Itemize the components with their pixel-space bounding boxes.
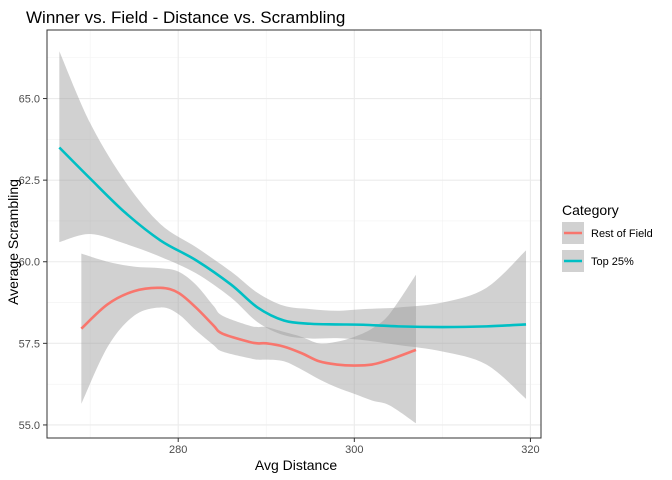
ci-ribbon-0 bbox=[81, 253, 416, 424]
x-tick-label: 280 bbox=[169, 444, 187, 456]
y-axis-title: Average Scrambling bbox=[5, 179, 21, 305]
x-tick-label: 320 bbox=[521, 444, 539, 456]
legend: Category Rest of Field Top 25% bbox=[562, 202, 653, 272]
chart-title: Winner vs. Field - Distance vs. Scrambli… bbox=[26, 8, 345, 27]
legend-label: Top 25% bbox=[591, 256, 634, 268]
x-tick-label: 300 bbox=[345, 444, 363, 456]
ci-ribbon-1 bbox=[59, 51, 527, 399]
confidence-ribbons bbox=[59, 51, 527, 424]
y-tick-label: 62.5 bbox=[19, 175, 40, 187]
y-axis-ticks: 55.0 57.5 60.0 62.5 65.0 bbox=[19, 94, 47, 432]
y-tick-label: 65.0 bbox=[19, 94, 40, 106]
legend-label: Rest of Field bbox=[591, 228, 653, 240]
plot-border bbox=[46, 29, 542, 439]
series-line-1 bbox=[58, 146, 527, 329]
x-axis-ticks: 280 300 320 bbox=[169, 438, 540, 456]
major-gridlines bbox=[47, 30, 541, 438]
y-tick-label: 57.5 bbox=[19, 338, 40, 350]
y-tick-label: 60.0 bbox=[19, 257, 40, 269]
y-tick-label: 55.0 bbox=[19, 420, 40, 432]
x-axis-title: Avg Distance bbox=[255, 457, 337, 473]
series-lines bbox=[58, 146, 527, 367]
series-line-0 bbox=[80, 286, 417, 367]
legend-title: Category bbox=[562, 202, 619, 218]
